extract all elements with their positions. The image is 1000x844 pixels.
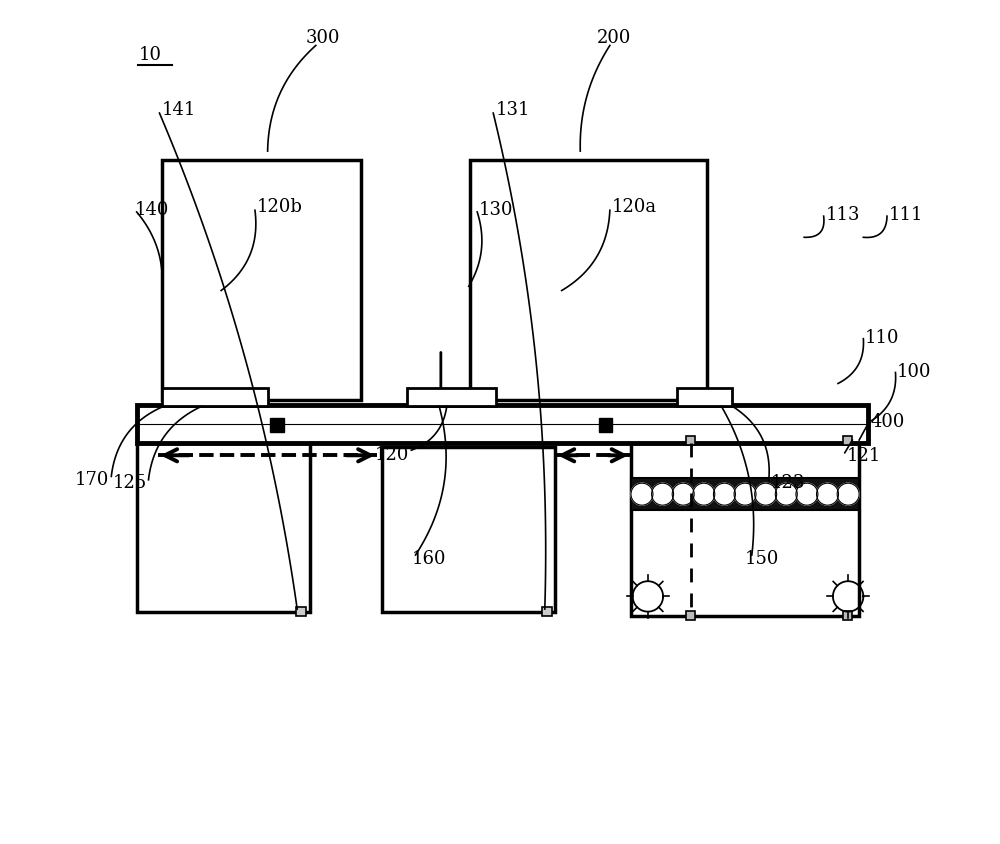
Bar <box>631 443 859 616</box>
Circle shape <box>837 484 859 506</box>
Bar <box>137 405 868 443</box>
Bar <box>407 388 496 407</box>
Text: 125: 125 <box>113 473 147 492</box>
Text: 141: 141 <box>162 100 196 119</box>
Bar <box>599 419 612 432</box>
Text: 160: 160 <box>411 549 446 568</box>
Text: 121: 121 <box>846 446 881 465</box>
Text: 200: 200 <box>597 29 631 47</box>
Bar <box>296 607 306 616</box>
Bar <box>162 160 361 401</box>
Text: 113: 113 <box>825 206 860 225</box>
Bar <box>162 388 268 407</box>
Text: 130: 130 <box>479 200 513 219</box>
Bar <box>631 479 859 511</box>
Bar <box>843 436 852 446</box>
Text: 120a: 120a <box>612 197 657 216</box>
Bar <box>686 611 695 620</box>
Circle shape <box>672 484 694 506</box>
Text: 120b: 120b <box>257 197 303 216</box>
Text: 10: 10 <box>138 46 161 64</box>
Text: 110: 110 <box>865 328 900 347</box>
Circle shape <box>652 484 674 506</box>
Circle shape <box>713 484 735 506</box>
Text: 131: 131 <box>496 100 530 119</box>
Circle shape <box>775 484 797 506</box>
Bar <box>382 447 555 612</box>
Bar <box>677 388 732 407</box>
Bar <box>137 443 310 612</box>
Circle shape <box>631 484 653 506</box>
Text: 123: 123 <box>770 473 805 492</box>
Circle shape <box>755 484 777 506</box>
Text: 300: 300 <box>305 29 340 47</box>
Bar <box>542 607 552 616</box>
Circle shape <box>734 484 756 506</box>
Text: 400: 400 <box>870 413 904 431</box>
Text: 140: 140 <box>135 200 169 219</box>
Text: 170: 170 <box>75 470 110 489</box>
Text: 120: 120 <box>375 445 410 463</box>
Bar <box>470 160 707 401</box>
Circle shape <box>693 484 715 506</box>
Circle shape <box>817 484 839 506</box>
Circle shape <box>796 484 818 506</box>
Bar <box>843 611 852 620</box>
Bar <box>686 436 695 446</box>
Bar <box>270 419 284 432</box>
Text: 111: 111 <box>889 206 923 225</box>
Text: 150: 150 <box>745 549 779 568</box>
Text: 100: 100 <box>897 362 932 381</box>
